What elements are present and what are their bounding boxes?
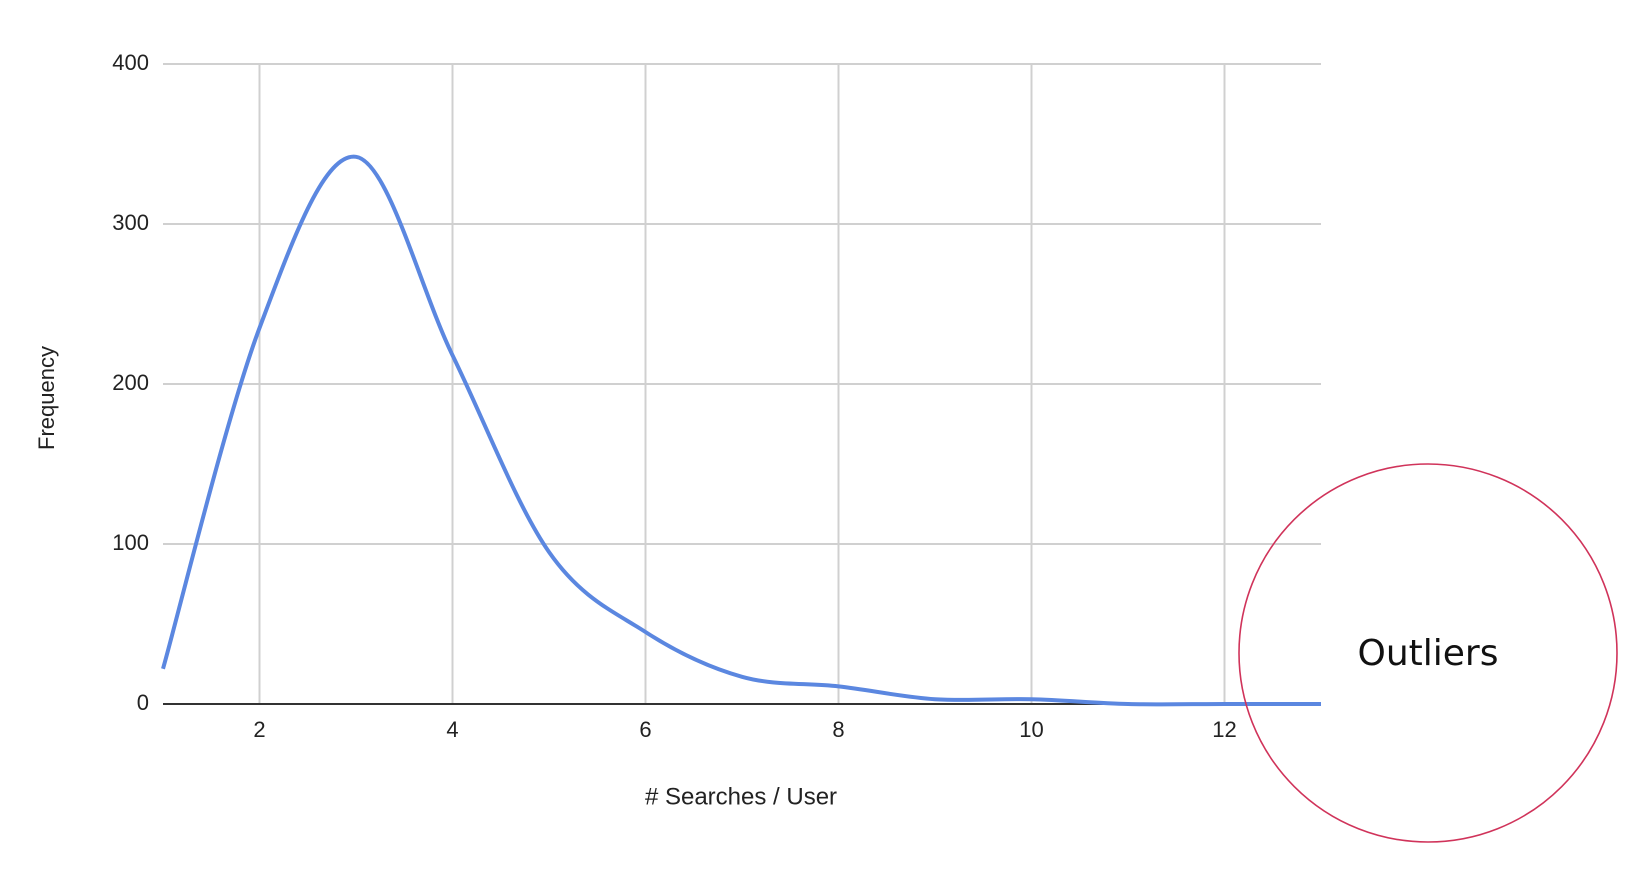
x-tick-label: 10 xyxy=(1019,717,1043,742)
plot xyxy=(161,154,1321,707)
x-tick-label: 8 xyxy=(832,717,844,742)
x-tick-label: 6 xyxy=(639,717,651,742)
x-tick-label: 2 xyxy=(253,717,265,742)
x-axis-label: # Searches / User xyxy=(645,783,837,810)
x-tick-label: 12 xyxy=(1212,717,1236,742)
y-axis-label: Frequency xyxy=(34,346,59,450)
y-tick-label: 300 xyxy=(112,210,149,235)
x-tick-label: 4 xyxy=(446,717,458,742)
grid: 0 100 200 300 400 2 4 6 8 10 12 xyxy=(112,50,1321,742)
y-tick-label: 400 xyxy=(112,50,149,75)
y-tick-label: 100 xyxy=(112,530,149,555)
y-tick-label: 200 xyxy=(112,370,149,395)
y-tick-label: 0 xyxy=(137,690,149,715)
data-line xyxy=(161,154,1321,707)
outlier-circle xyxy=(1238,463,1618,843)
annotation: Outliers xyxy=(1358,633,1499,674)
